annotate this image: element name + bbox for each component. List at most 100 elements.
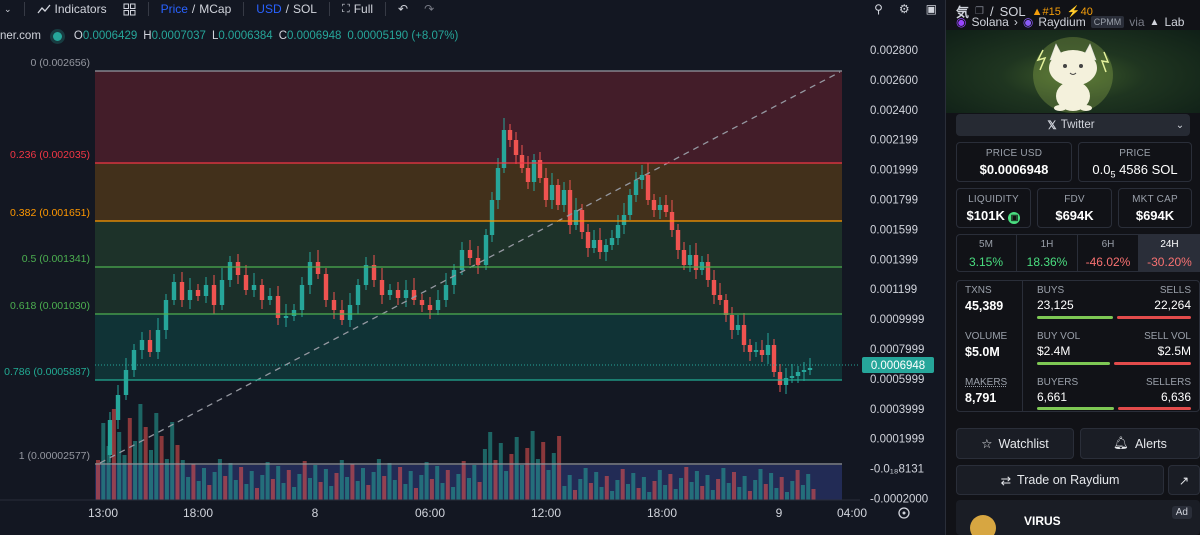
external-link-button[interactable]: ↗ (1168, 465, 1200, 495)
candle-body (147, 340, 153, 352)
current-price-label: 0.0006948 (871, 360, 925, 372)
layout-button[interactable] (115, 0, 144, 18)
price-sol-label: PRICE (1119, 148, 1151, 159)
price-chart[interactable]: 0 (0.002656) 0.236 (0.002035) 0.382 (0.001… (0, 0, 945, 535)
fib-level-label: 0 (0.002656) (30, 57, 90, 69)
twitter-button[interactable]: 𝕏 Twitter (956, 114, 1186, 136)
volume-bar (223, 476, 228, 500)
fullscreen-button[interactable]: ⛶ Full (334, 0, 381, 18)
volume-bar (286, 470, 291, 500)
gear-icon: ⚙ (898, 2, 910, 16)
trade-button[interactable]: ⇄ Trade on Raydium (956, 465, 1164, 495)
search-replay-button[interactable]: ⚲ (866, 0, 891, 18)
ad-tag: Ad (1171, 506, 1192, 519)
socials-dropdown[interactable]: ⌄ (1170, 114, 1190, 136)
fib-level-label: 0.382 (0.001651) (10, 207, 90, 219)
mcap-toggle[interactable]: MCap (199, 2, 232, 16)
candle-body (705, 262, 711, 280)
toolbar-divider (385, 2, 387, 16)
candle-body (693, 255, 699, 270)
volume-bar (249, 471, 254, 500)
chevron-right-icon: › (1013, 15, 1018, 29)
copy-icon[interactable]: ❐ (975, 6, 984, 17)
buy-vol-value: $2.4M (1037, 344, 1071, 358)
volume-bar (694, 471, 699, 500)
mcap-box: MKT CAP $694K (1118, 188, 1192, 228)
volume-bar (106, 446, 111, 500)
usd-toggle[interactable]: USD (256, 2, 282, 16)
tab-6h[interactable]: 6H -46.02% (1078, 234, 1139, 272)
volume-bar (196, 481, 201, 500)
watchlist-button[interactable]: ☆ Watchlist (956, 428, 1074, 459)
price-mcap-toggle[interactable]: Price / MCap (153, 0, 240, 18)
candle-body (639, 175, 645, 180)
volume-bar (594, 472, 599, 500)
volume-bar (414, 488, 418, 500)
fib-zones (95, 71, 842, 380)
volume-bar (382, 476, 387, 500)
volume-bar (742, 476, 747, 500)
candle-body (651, 200, 657, 210)
usd-sol-toggle[interactable]: USD / SOL (248, 0, 325, 18)
buys-value: 23,125 (1037, 298, 1074, 312)
sellers-ratio-bar (1118, 407, 1191, 410)
chain-link[interactable]: Solana (971, 15, 1009, 29)
price-toggle[interactable]: Price (160, 2, 188, 16)
pair-header: 気 ❐ / SOL ▲#15 ⚡40 (956, 2, 1093, 21)
tab-1h[interactable]: 1H 18.36% (1017, 234, 1078, 272)
volume-bar (599, 487, 604, 500)
interval-dropdown[interactable]: ⌄ (0, 0, 20, 18)
volume-bar (345, 477, 350, 500)
candle-body (435, 300, 441, 310)
via-label: via (1129, 15, 1145, 29)
open-value: 0.0006429 (82, 30, 138, 42)
candle-body (379, 280, 385, 295)
makers-label: MAKERS (965, 377, 1008, 388)
volume-bar (578, 479, 583, 500)
candle-body (259, 285, 265, 300)
volume-bar (191, 464, 196, 500)
candle-body (451, 270, 457, 285)
volume-bar (763, 484, 768, 500)
fib-level-label: 0.5 (0.001341) (22, 253, 90, 265)
volume-bar (292, 487, 297, 500)
redo-button[interactable]: ↷ (416, 0, 442, 18)
volume-bar (308, 478, 312, 500)
candle-body (543, 178, 549, 200)
tab-24h[interactable]: 24H -30.20% (1139, 234, 1200, 272)
settings-button[interactable]: ⚙ (891, 0, 918, 18)
toolbar-divider (23, 2, 25, 16)
fib-zone (95, 314, 842, 380)
buyers-value: 6,661 (1037, 390, 1068, 404)
volume-bar (647, 492, 652, 500)
txns-value: 45,389 (965, 299, 1004, 313)
candle-body (519, 155, 525, 168)
toolbar-divider (243, 2, 245, 16)
screenshot-button[interactable]: ▣ (918, 0, 945, 18)
sol-toggle[interactable]: SOL (292, 2, 317, 16)
undo-button[interactable]: ↶ (390, 0, 416, 18)
chart-settings-button[interactable] (898, 507, 910, 519)
indicators-button[interactable]: Indicators (29, 0, 115, 18)
high-value: 0.0007037 (151, 30, 206, 42)
tab-5m[interactable]: 5M 3.15% (956, 234, 1017, 272)
alerts-button[interactable]: 🔔︎ Alerts (1080, 428, 1200, 459)
candle-body (717, 295, 723, 300)
volume-bar (626, 484, 630, 500)
volume-bar (170, 422, 175, 500)
price-sol-value: 0.05 4586 SOL (1079, 162, 1191, 180)
dex-link[interactable]: Raydium (1038, 15, 1086, 29)
ad-banner[interactable]: VIRUS Ad (956, 500, 1200, 535)
volume-bar (737, 487, 742, 500)
live-status-icon (52, 31, 62, 41)
fdv-box: FDV $694K (1037, 188, 1112, 228)
candle-body (179, 282, 185, 300)
volume-bar (403, 484, 408, 500)
candle-body (243, 275, 249, 290)
candle-body (283, 316, 289, 318)
candle-body (131, 350, 137, 370)
grid-layout-icon (123, 3, 136, 15)
price-sol-suffix: 4586 SOL (1119, 162, 1178, 177)
volume-bar (800, 485, 805, 500)
candle-body (291, 310, 297, 316)
